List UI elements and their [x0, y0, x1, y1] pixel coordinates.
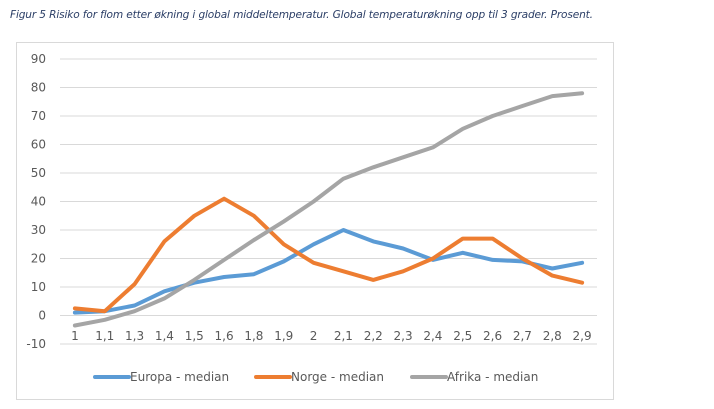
x-tick-label: 2,3 — [394, 329, 413, 343]
x-tick-label: 2,8 — [543, 329, 562, 343]
x-tick-label: 1,5 — [185, 329, 204, 343]
legend-item: Europa - median — [93, 370, 229, 384]
x-tick-label: 1,4 — [155, 329, 174, 343]
x-tick-label: 1,6 — [215, 329, 234, 343]
y-tick-label: 70 — [31, 109, 46, 123]
gridlines — [60, 58, 597, 345]
x-tick-label: 2,7 — [513, 329, 532, 343]
y-tick-label: 40 — [31, 195, 46, 209]
y-tick-label: -10 — [26, 337, 46, 351]
x-tick-label: 1,8 — [244, 329, 263, 343]
y-tick-label: 20 — [31, 252, 46, 266]
legend-label: Europa - median — [130, 370, 229, 384]
legend-label: Norge - median — [291, 370, 384, 384]
y-tick-label: 90 — [31, 52, 46, 66]
x-tick-label: 1 — [71, 329, 79, 343]
chart-area — [16, 42, 614, 400]
x-axis-ticks: 1 1,1 1,3 1,4 1,5 1,6 1,8 1,9 2 2,1 2,2 2,3 2,4 2,5 2,… — [71, 329, 592, 343]
y-axis-ticks: -10 0 10 20 30 40 50 60 70 80 90 — [26, 52, 46, 351]
series-line-europa — [72, 228, 585, 315]
x-tick-label: 1,3 — [125, 329, 144, 343]
legend-item: Norge - median — [254, 370, 384, 384]
legend-item: Afrika - median — [410, 370, 538, 384]
x-tick-label: 2,6 — [483, 329, 502, 343]
y-tick-label: 10 — [31, 280, 46, 294]
series-line-afrika — [72, 91, 585, 328]
x-tick-label: 1,9 — [274, 329, 293, 343]
x-tick-label: 2,4 — [423, 329, 442, 343]
y-tick-label: 80 — [31, 81, 46, 95]
series-lines — [72, 91, 585, 328]
x-tick-label: 2,2 — [364, 329, 383, 343]
x-tick-label: 1,1 — [95, 329, 114, 343]
x-tick-label: 2,9 — [573, 329, 592, 343]
series-line-norge — [72, 196, 585, 314]
x-tick-label: 2,5 — [453, 329, 472, 343]
x-tick-label: 2,1 — [334, 329, 353, 343]
legend-label: Afrika - median — [447, 370, 538, 384]
y-tick-label: 0 — [38, 309, 46, 323]
legend: Europa - median Norge - median Afrika - me… — [93, 370, 538, 384]
x-tick-label: 2 — [310, 329, 318, 343]
y-tick-label: 50 — [31, 166, 46, 180]
y-tick-label: 60 — [31, 138, 46, 152]
figure-caption: Figur 5 Risiko for flom etter økning i g… — [10, 9, 593, 21]
y-tick-label: 30 — [31, 223, 46, 237]
